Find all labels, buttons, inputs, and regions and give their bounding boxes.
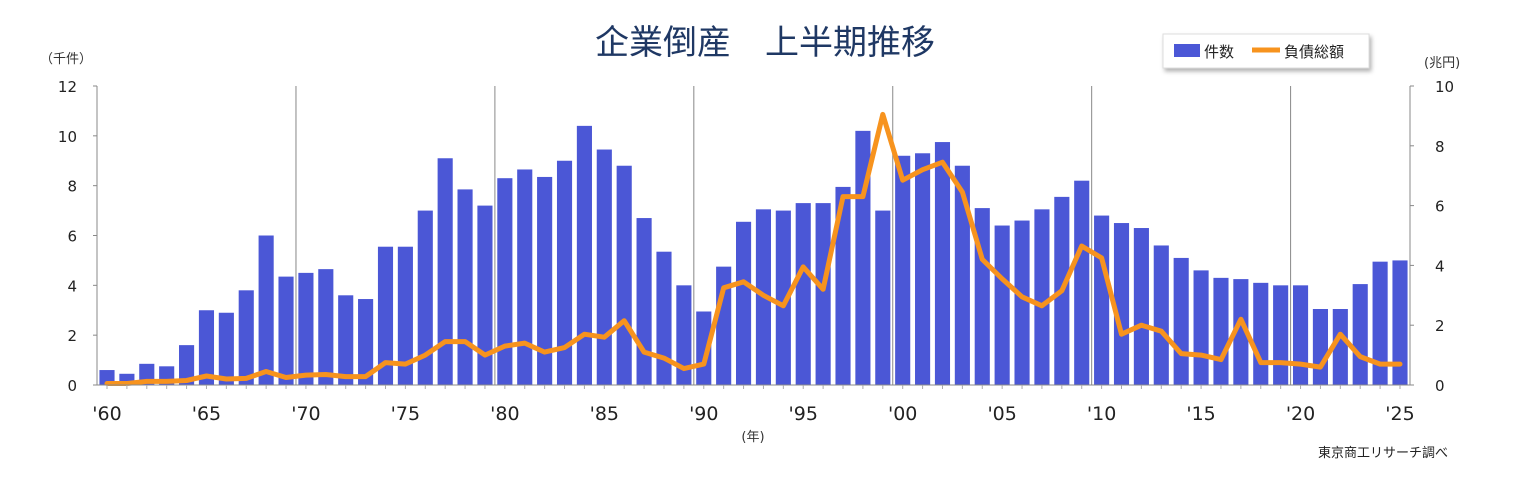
bar-1977 (438, 158, 453, 385)
x-tick-label: '20 (1286, 403, 1315, 425)
bar-2023 (1353, 284, 1368, 385)
source-note: 東京商工リサーチ調べ (1318, 445, 1448, 461)
bar-2015 (1194, 270, 1209, 385)
legend-line-label: 負債総額 (1284, 43, 1344, 61)
left-tick-label: 8 (67, 178, 77, 196)
bar-1971 (318, 269, 333, 385)
bar-2020 (1293, 285, 1308, 385)
bar-1999 (875, 211, 890, 385)
legend: 件数 負債総額 (1163, 34, 1369, 68)
left-tick-label: 10 (58, 128, 77, 146)
bar-2002 (935, 142, 950, 385)
x-tick-label: '65 (192, 403, 221, 425)
bar-1969 (278, 277, 293, 385)
bar-1985 (597, 150, 612, 385)
right-tick-label: 2 (1435, 317, 1445, 335)
bar-2021 (1313, 309, 1328, 385)
bar-1970 (298, 273, 313, 385)
bar-2006 (1014, 221, 1029, 385)
bar-1983 (557, 161, 572, 385)
right-tick-label: 8 (1435, 138, 1445, 156)
x-tick-label: '05 (987, 403, 1016, 425)
bar-1972 (338, 295, 353, 385)
bar-1978 (458, 189, 473, 385)
x-tick-label: '90 (689, 403, 718, 425)
x-tick-label: '75 (391, 403, 420, 425)
legend-bar-label: 件数 (1204, 43, 1234, 61)
x-tick-label: '15 (1186, 403, 1215, 425)
right-axis-unit: (兆円) (1424, 56, 1460, 71)
x-tick-label: '10 (1087, 403, 1116, 425)
bar-1979 (477, 206, 492, 385)
bar-1992 (736, 222, 751, 385)
left-axis-unit: （千件） (40, 52, 92, 67)
bar-1967 (239, 290, 254, 385)
left-tick-label: 4 (67, 277, 77, 295)
bar-1987 (637, 218, 652, 385)
left-tick-label: 12 (58, 78, 77, 96)
bar-2001 (915, 153, 930, 385)
right-tick-label: 4 (1435, 257, 1445, 275)
bar-2010 (1094, 216, 1109, 385)
x-tick-label: '70 (291, 403, 320, 425)
x-axis-label: (年) (741, 430, 764, 445)
x-tick-label: '80 (490, 403, 519, 425)
left-tick-label: 0 (67, 377, 77, 395)
x-tick-label: '00 (888, 403, 917, 425)
bar-1966 (219, 313, 234, 385)
bar-2014 (1174, 258, 1189, 385)
bar-2013 (1154, 245, 1169, 385)
bar-2016 (1213, 278, 1228, 385)
bar-2019 (1273, 285, 1288, 385)
bar-1995 (796, 203, 811, 385)
bar-2000 (895, 156, 910, 385)
bar-2005 (995, 226, 1010, 385)
left-tick-label: 6 (67, 228, 77, 246)
right-tick-label: 10 (1435, 78, 1454, 96)
bar-1968 (259, 236, 274, 386)
bar-2009 (1074, 181, 1089, 385)
bar-2007 (1034, 209, 1049, 385)
x-tick-label: '95 (789, 403, 818, 425)
bar-1984 (577, 126, 592, 385)
bar-2012 (1134, 228, 1149, 385)
x-tick-label: '60 (92, 403, 121, 425)
left-tick-label: 2 (67, 327, 77, 345)
legend-bar-swatch (1174, 44, 1200, 57)
right-tick-label: 6 (1435, 198, 1445, 216)
x-tick-label: '25 (1385, 403, 1414, 425)
x-tick-label: '85 (590, 403, 619, 425)
bar-1981 (517, 169, 532, 385)
right-tick-label: 0 (1435, 377, 1445, 395)
bar-1986 (617, 166, 632, 385)
bar-1988 (656, 252, 671, 385)
chart-title: 企業倒産 上半期推移 (595, 23, 935, 63)
bar-1996 (816, 203, 831, 385)
bar-2011 (1114, 223, 1129, 385)
bar-1980 (497, 178, 512, 385)
bar-2018 (1253, 283, 1268, 385)
